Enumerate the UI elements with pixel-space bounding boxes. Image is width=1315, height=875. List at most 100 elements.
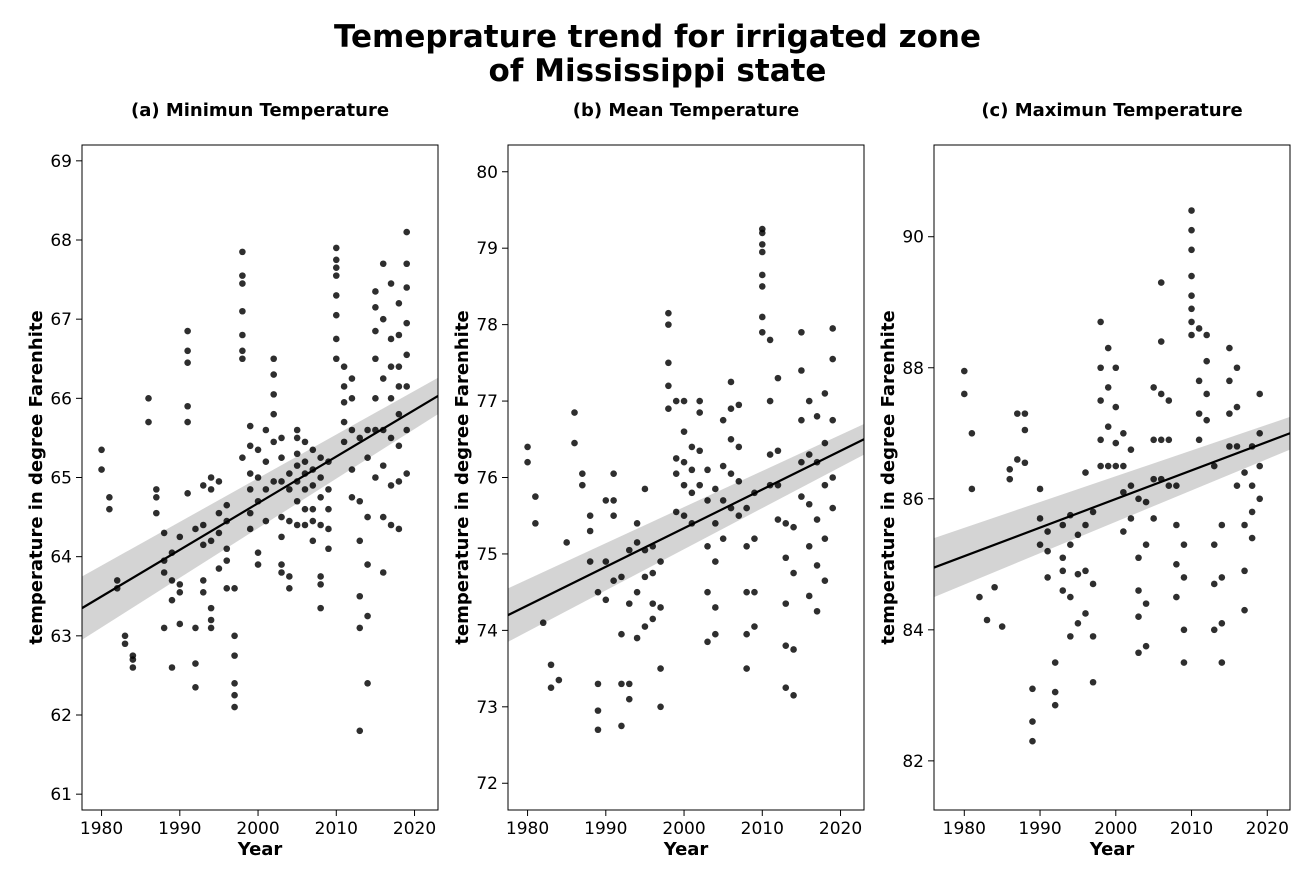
data-point [1195, 410, 1203, 417]
data-point [231, 680, 238, 687]
data-point [1006, 466, 1014, 473]
data-point [348, 395, 356, 402]
data-point [1067, 633, 1074, 640]
x-axis-label: Year [663, 839, 709, 860]
data-point [270, 410, 277, 418]
x-tick-label: 2020 [819, 819, 862, 839]
data-point [239, 248, 246, 256]
data-point [1059, 587, 1067, 594]
data-point [1195, 325, 1203, 332]
data-point [254, 549, 262, 557]
data-point [270, 438, 277, 446]
data-point [301, 458, 309, 465]
data-point [1067, 593, 1074, 601]
data-point [813, 413, 821, 420]
data-point [1014, 410, 1021, 417]
data-point [680, 458, 688, 466]
data-point [665, 359, 672, 367]
y-tick-label: 77 [476, 392, 498, 412]
data-point [286, 517, 293, 525]
data-point [332, 292, 340, 299]
data-point [184, 490, 191, 497]
data-point [215, 478, 223, 485]
data-point [1135, 495, 1142, 503]
data-point [1029, 718, 1036, 725]
y-tick-label: 82 [902, 752, 924, 772]
data-point [1256, 429, 1264, 437]
data-point [688, 489, 696, 497]
x-axis-label: Year [1089, 839, 1135, 860]
data-point [1097, 364, 1104, 372]
data-point [571, 439, 578, 447]
data-point [1029, 685, 1036, 693]
data-point [1165, 397, 1173, 404]
subplot-title: (c) Maximun Temperature [981, 100, 1242, 121]
data-point [712, 485, 719, 493]
data-point [594, 707, 602, 714]
data-point [680, 428, 688, 435]
data-point [348, 375, 356, 382]
data-point [293, 497, 301, 505]
data-point [1233, 482, 1241, 489]
data-point [633, 539, 641, 546]
data-point [657, 665, 664, 672]
y-tick-label: 66 [50, 389, 72, 409]
data-point [579, 470, 586, 477]
data-point [301, 505, 309, 513]
data-point [246, 422, 254, 430]
data-point [618, 630, 625, 638]
data-point [719, 535, 727, 542]
data-point [1180, 541, 1188, 548]
data-point [364, 561, 371, 568]
data-point [278, 569, 285, 576]
data-point [641, 485, 649, 493]
data-point [168, 664, 176, 671]
data-point [192, 660, 199, 667]
data-point [774, 447, 782, 455]
data-point [758, 229, 766, 237]
data-point [1226, 344, 1233, 352]
data-point [395, 300, 403, 307]
data-point [821, 577, 829, 584]
data-point [602, 596, 610, 604]
data-point [160, 529, 168, 537]
data-point [586, 512, 594, 520]
data-point [704, 542, 711, 550]
data-point [719, 497, 727, 504]
data-point [649, 600, 657, 607]
data-point [641, 623, 649, 630]
data-point [395, 331, 403, 339]
data-point [270, 371, 277, 378]
data-point [364, 612, 371, 620]
data-point [1233, 364, 1241, 372]
data-point [594, 726, 602, 734]
data-point [1112, 462, 1120, 470]
chart-panel-1: 1980 1990 2000 2010 2020 61 62 63 64 65 66 67 68 69 (a… [26, 100, 439, 860]
data-point [348, 466, 356, 473]
data-point [579, 481, 586, 489]
data-point [309, 517, 317, 525]
data-point [766, 336, 774, 344]
data-point [372, 327, 379, 335]
data-point [199, 577, 207, 584]
data-point [829, 504, 837, 512]
data-point [1051, 688, 1059, 696]
data-point [712, 558, 719, 565]
data-point [688, 466, 696, 474]
data-point [262, 458, 270, 465]
y-tick-label: 78 [476, 316, 498, 336]
data-point [1241, 469, 1248, 476]
data-point [1142, 541, 1150, 548]
data-point [379, 260, 387, 268]
data-point [625, 695, 633, 703]
data-point [332, 256, 340, 264]
data-point [821, 439, 829, 447]
data-point [829, 355, 837, 363]
data-point [641, 573, 649, 581]
data-point [145, 395, 152, 402]
data-point [246, 486, 254, 493]
data-point [340, 398, 348, 406]
data-point [1241, 521, 1248, 529]
data-point [758, 328, 766, 336]
